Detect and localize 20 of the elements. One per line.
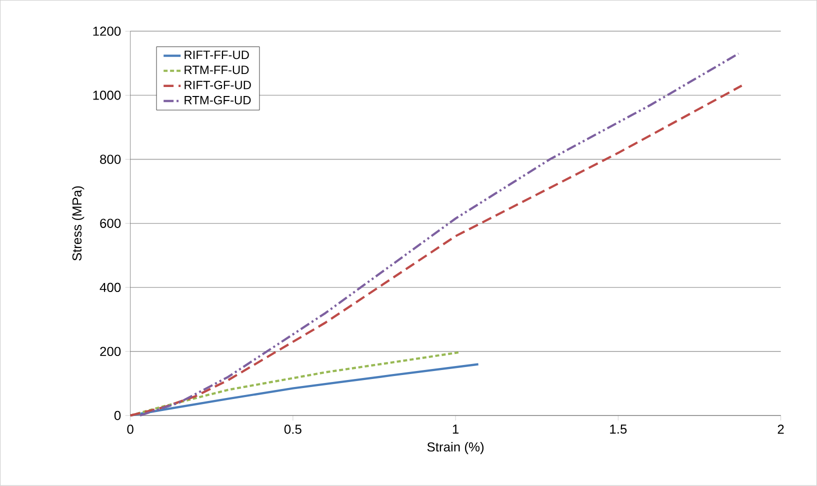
x-axis-title: Strain (%) <box>427 442 484 454</box>
line-series <box>129 363 480 417</box>
legend-label: RIFT-GF-UD <box>184 80 251 90</box>
legend-label: RIFT-FF-UD <box>184 50 249 60</box>
line-series <box>129 351 460 417</box>
legend-label: RTM-GF-UD <box>184 96 251 105</box>
x-tick-label: 2 <box>778 424 784 434</box>
y-tick-label: 1000 <box>93 90 121 100</box>
x-tick-label: 0 <box>127 424 134 434</box>
y-tick-label: 0 <box>114 411 121 420</box>
x-tick-label: 0.5 <box>284 424 302 434</box>
y-tick-label: 200 <box>100 346 121 356</box>
y-tick-label: 800 <box>100 154 121 164</box>
y-axis-title: Stress (MPa) <box>72 186 84 261</box>
y-tick-label: 600 <box>100 218 121 228</box>
x-tick-label: 1.5 <box>610 424 627 434</box>
x-tick-label: 1 <box>452 424 459 434</box>
y-tick-label: 1200 <box>93 26 121 36</box>
y-tick-label: 400 <box>100 282 121 292</box>
legend-label: RTM-FF-UD <box>184 66 249 74</box>
